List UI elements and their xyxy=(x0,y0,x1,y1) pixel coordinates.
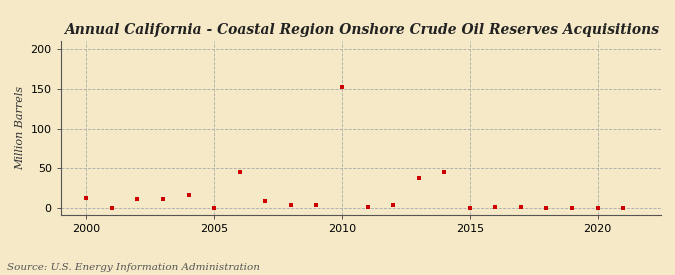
Point xyxy=(107,205,117,210)
Point xyxy=(311,203,322,207)
Point xyxy=(81,196,92,200)
Point xyxy=(464,206,475,210)
Point xyxy=(592,205,603,210)
Title: Annual California - Coastal Region Onshore Crude Oil Reserves Acquisitions: Annual California - Coastal Region Onsho… xyxy=(63,23,659,37)
Point xyxy=(286,203,296,207)
Text: Source: U.S. Energy Information Administration: Source: U.S. Energy Information Administ… xyxy=(7,263,260,272)
Point xyxy=(413,176,424,180)
Y-axis label: Million Barrels: Million Barrels xyxy=(15,86,25,170)
Point xyxy=(439,170,450,175)
Point xyxy=(541,205,552,210)
Point xyxy=(566,205,577,210)
Point xyxy=(132,197,143,201)
Point xyxy=(490,204,501,209)
Point xyxy=(209,206,219,210)
Point xyxy=(516,205,526,209)
Point xyxy=(260,199,271,203)
Point xyxy=(183,193,194,198)
Point xyxy=(234,169,245,174)
Point xyxy=(387,203,398,208)
Point xyxy=(618,205,628,210)
Point xyxy=(337,84,348,89)
Point xyxy=(157,197,168,202)
Point xyxy=(362,205,373,210)
